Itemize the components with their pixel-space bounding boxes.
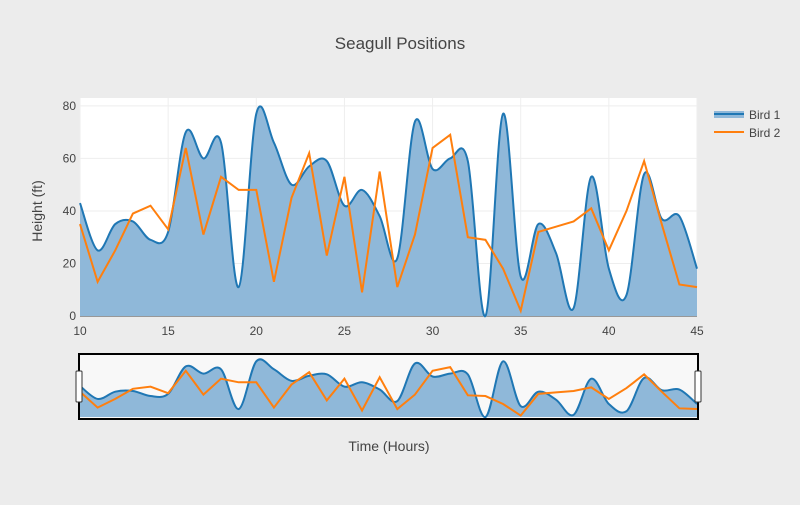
main-plot: 10 15 20 25 30 35 40 45 0 20 40 60 80 — [63, 98, 704, 338]
x-tick-label: 10 — [73, 324, 87, 338]
x-tick-label: 35 — [514, 324, 528, 338]
bird-1-area-fill — [80, 106, 697, 317]
x-tick-label: 30 — [426, 324, 440, 338]
slider-bird-1-line — [79, 358, 698, 419]
legend-label: Bird 1 — [749, 108, 781, 122]
slider-bird-1-group — [79, 358, 698, 419]
bird-1-line[interactable] — [79, 105, 698, 318]
range-slider-left-handle[interactable] — [75, 370, 83, 403]
y-axis-label: Height (ft) — [29, 180, 45, 241]
x-tick-label: 15 — [161, 324, 175, 338]
bird-2-line[interactable] — [79, 132, 698, 315]
x-tick-labels: 10 15 20 25 30 35 40 45 — [73, 324, 704, 338]
y-tick-label: 0 — [69, 309, 76, 323]
y-tick-labels: 0 20 40 60 80 — [63, 99, 77, 323]
x-axis-label: Time (Hours) — [348, 438, 429, 454]
bird-2-line-group — [79, 132, 698, 315]
range-slider[interactable] — [75, 353, 702, 420]
slider-bird-1-area — [80, 359, 697, 418]
legend: Bird 1 Bird 2 — [714, 108, 781, 140]
legend-label: Bird 2 — [749, 126, 781, 140]
x-tick-label: 40 — [602, 324, 616, 338]
legend-item-bird-2[interactable]: Bird 2 — [714, 126, 781, 140]
y-tick-label: 80 — [63, 99, 77, 113]
x-tick-label: 45 — [690, 324, 704, 338]
y-tick-label: 20 — [63, 256, 77, 270]
slider-bird-2-group — [79, 366, 698, 417]
bird-1-area-group — [79, 105, 698, 318]
range-slider-right-handle[interactable] — [694, 370, 702, 403]
y-tick-label: 60 — [63, 151, 77, 165]
legend-item-bird-1[interactable]: Bird 1 — [714, 108, 781, 122]
y-tick-label: 40 — [63, 204, 77, 218]
x-tick-label: 25 — [338, 324, 352, 338]
x-tick-label: 20 — [250, 324, 264, 338]
slider-bird-2-line — [79, 366, 698, 417]
chart-title: Seagull Positions — [335, 34, 465, 53]
